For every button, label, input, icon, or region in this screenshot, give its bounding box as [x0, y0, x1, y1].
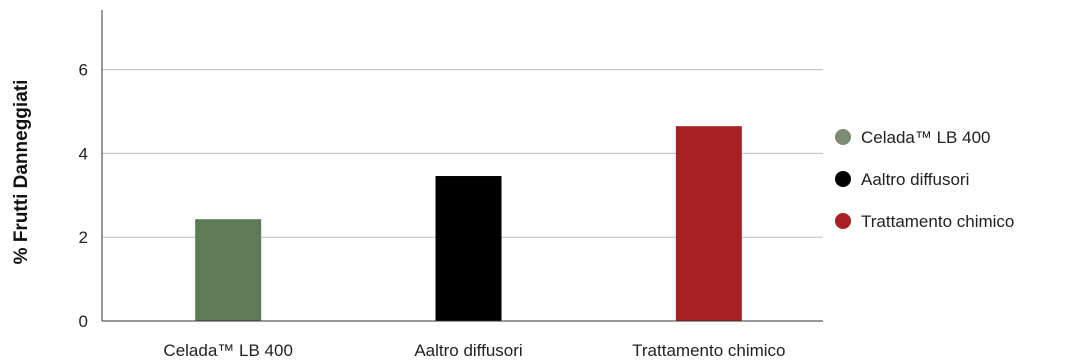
- y-tick-label-0: 0: [79, 312, 88, 331]
- bar-1: [195, 219, 262, 321]
- legend: Celada™ LB 400 Aaltro diffusori Trattament…: [835, 128, 1014, 231]
- legend-marker-3: [835, 213, 851, 229]
- y-axis-label: % Frutti Danneggiati: [11, 80, 32, 265]
- category-labels: Celada™ LB 400 Aaltro diffusori Trattament…: [163, 341, 785, 360]
- y-tick-labels: 0 2 4 6: [79, 61, 88, 331]
- category-label-1: Celada™ LB 400: [163, 341, 292, 360]
- legend-marker-1: [835, 129, 851, 145]
- bar-3: [675, 126, 742, 321]
- category-label-2: Aaltro diffusori: [414, 341, 522, 360]
- legend-label-1: Celada™ LB 400: [861, 128, 990, 147]
- category-label-3: Trattamento chimico: [632, 341, 785, 360]
- bars: [195, 126, 742, 321]
- y-tick-label-2: 2: [79, 228, 88, 247]
- legend-marker-2: [835, 171, 851, 187]
- legend-label-2: Aaltro diffusori: [861, 170, 969, 189]
- bar-2: [435, 176, 502, 321]
- legend-label-3: Trattamento chimico: [861, 212, 1014, 231]
- y-tick-label-6: 6: [79, 61, 88, 80]
- y-tick-label-4: 4: [79, 144, 88, 163]
